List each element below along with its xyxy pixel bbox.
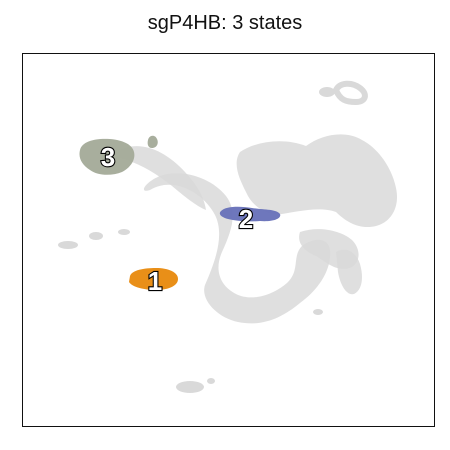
cluster-region-loop xyxy=(143,173,331,324)
cluster-region-branch xyxy=(120,146,206,210)
state-3-cluster xyxy=(79,135,158,175)
state-2-points xyxy=(219,206,281,222)
cluster-region-lower-right xyxy=(313,309,323,315)
background-cells xyxy=(58,80,398,393)
state-1-points xyxy=(129,268,178,290)
state-1-cluster xyxy=(129,268,178,290)
cluster-region-bottom xyxy=(176,381,204,393)
cluster-region-left-mid xyxy=(89,232,103,240)
cluster-region-left-inner xyxy=(118,229,130,235)
state-3-points xyxy=(79,138,135,175)
state-2-cluster xyxy=(219,206,281,222)
cluster-region-upper-right xyxy=(236,134,398,228)
state-2-label: 2 xyxy=(239,204,253,234)
state-3-label: 3 xyxy=(101,142,115,172)
cluster-region-bottom-dot xyxy=(207,378,215,384)
cluster-region-top xyxy=(319,87,335,97)
cluster-region-left xyxy=(58,241,78,249)
chart-title: sgP4HB: 3 states xyxy=(147,12,303,34)
state-1-label: 1 xyxy=(148,266,162,296)
plot-frame xyxy=(22,53,435,427)
cluster-region-right-tail xyxy=(336,249,362,295)
cluster-region-ring xyxy=(332,80,368,106)
state-3-points-small xyxy=(147,135,158,148)
